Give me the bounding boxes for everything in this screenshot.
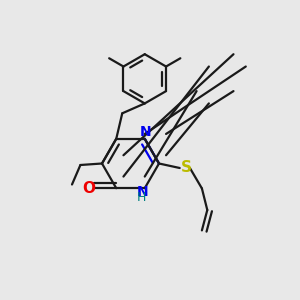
Text: H: H [137,191,146,204]
Text: S: S [181,160,191,175]
Text: N: N [136,185,148,199]
Text: N: N [140,125,152,139]
Text: O: O [82,181,95,196]
